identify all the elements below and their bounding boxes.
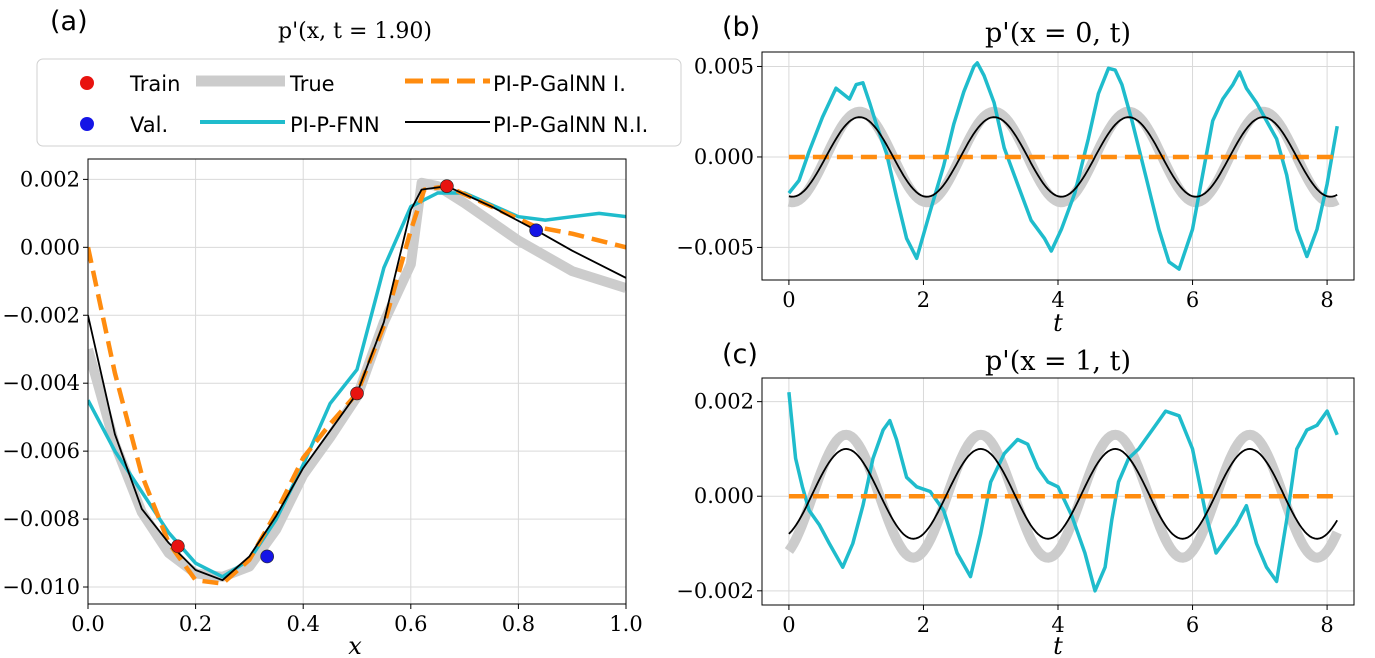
x-tick-label: 2 [917, 613, 930, 637]
x-tick-label: 2 [917, 288, 930, 312]
series-line-pi-p-galnn-n-i [788, 448, 1338, 540]
x-tick-label: 0.2 [179, 612, 212, 636]
legend: Train Val. True PI-P-FNN PI-P-GalNN I. P… [36, 58, 682, 147]
y-tick-label: 0.005 [694, 54, 754, 78]
x-tick-label: 0.4 [286, 612, 319, 636]
x-axis-label-a: x [348, 632, 362, 658]
chart-title-b: p'(x = 0, t) [985, 18, 1131, 49]
series-line-true [784, 429, 1342, 563]
y-tick-label: 0.000 [20, 235, 80, 259]
y-tick-label: −0.002 [676, 579, 754, 603]
chart-title-a: p'(x, t = 1.90) [278, 19, 432, 44]
val-point [529, 223, 543, 238]
y-tick-label: 0.002 [20, 167, 80, 191]
axes-frame [87, 158, 627, 605]
series-line-pi-p-galnn-n-i [788, 116, 1338, 198]
legend-galnn-ni-label: PI-P-GalNN N.I. [493, 113, 648, 137]
legend-fnn-label: PI-P-FNN [290, 113, 380, 137]
x-tick-label: 6 [1186, 613, 1199, 637]
axes-frame [761, 377, 1355, 606]
plot-area-c: 0 2 4 6 8 0.002 0.000 −0.002 [676, 377, 1355, 637]
x-axis-label-b: t [1053, 309, 1063, 337]
y-tick-label: 0.000 [694, 145, 754, 169]
x-tick-label: 0 [782, 613, 795, 637]
legend-val-marker [80, 117, 94, 131]
series-line-pi-p-fnn [787, 61, 1339, 271]
series-group [88, 177, 626, 586]
x-tick-label: 0 [782, 288, 795, 312]
y-tick-label: −0.004 [2, 371, 80, 395]
train-point [440, 179, 454, 193]
y-tick-label: −0.005 [676, 235, 754, 259]
x-tick-label: 4 [1051, 613, 1064, 637]
plot-area-b: 0 2 4 6 8 0.005 0.000 −0.005 [676, 51, 1355, 312]
y-tick-label: 0.002 [694, 390, 754, 414]
y-tick-label: 0.000 [694, 484, 754, 508]
panel-label-b: (b) [722, 12, 760, 43]
val-point [260, 549, 274, 564]
x-tick-label: 0.8 [502, 612, 535, 636]
y-tick-label: −0.002 [2, 303, 80, 327]
panel-label-a: (a) [50, 6, 88, 37]
legend-true-label: True [289, 72, 335, 96]
panel-label-c: (c) [722, 339, 758, 370]
legend-galnn-i-label: PI-P-GalNN I. [493, 72, 626, 96]
legend-val-label: Val. [130, 113, 168, 137]
x-axis-label-c: t [1053, 632, 1063, 658]
legend-train-marker [80, 76, 94, 90]
chart-title-c: p'(x = 1, t) [985, 346, 1131, 377]
x-tick-label: 8 [1320, 613, 1333, 637]
series-group [786, 61, 1340, 271]
series-line-pi-p-fnn [88, 191, 626, 579]
legend-train-label: Train [129, 72, 180, 96]
x-tick-label: 8 [1320, 288, 1333, 312]
train-point [171, 539, 185, 554]
train-point [350, 386, 364, 401]
series-line-pi-p-fnn [787, 392, 1339, 593]
x-tick-label: 0.6 [394, 612, 427, 636]
series-group [784, 392, 1342, 593]
y-tick-label: −0.010 [2, 575, 80, 599]
y-tick-label: −0.006 [2, 439, 80, 463]
x-tick-label: 0.0 [71, 612, 104, 636]
axes-frame [761, 51, 1355, 281]
plot-area-a: 0.0 0.2 0.4 0.6 0.8 1.0 0.002 0.000 −0.002 −0.004… [2, 158, 643, 636]
series-line-true [88, 177, 626, 582]
series-line-pi-p-galnn-n-i [88, 185, 626, 582]
x-tick-label: 4 [1051, 288, 1064, 312]
x-tick-label: 6 [1186, 288, 1199, 312]
x-tick-label: 1.0 [609, 612, 642, 636]
y-tick-label: −0.008 [2, 507, 80, 531]
